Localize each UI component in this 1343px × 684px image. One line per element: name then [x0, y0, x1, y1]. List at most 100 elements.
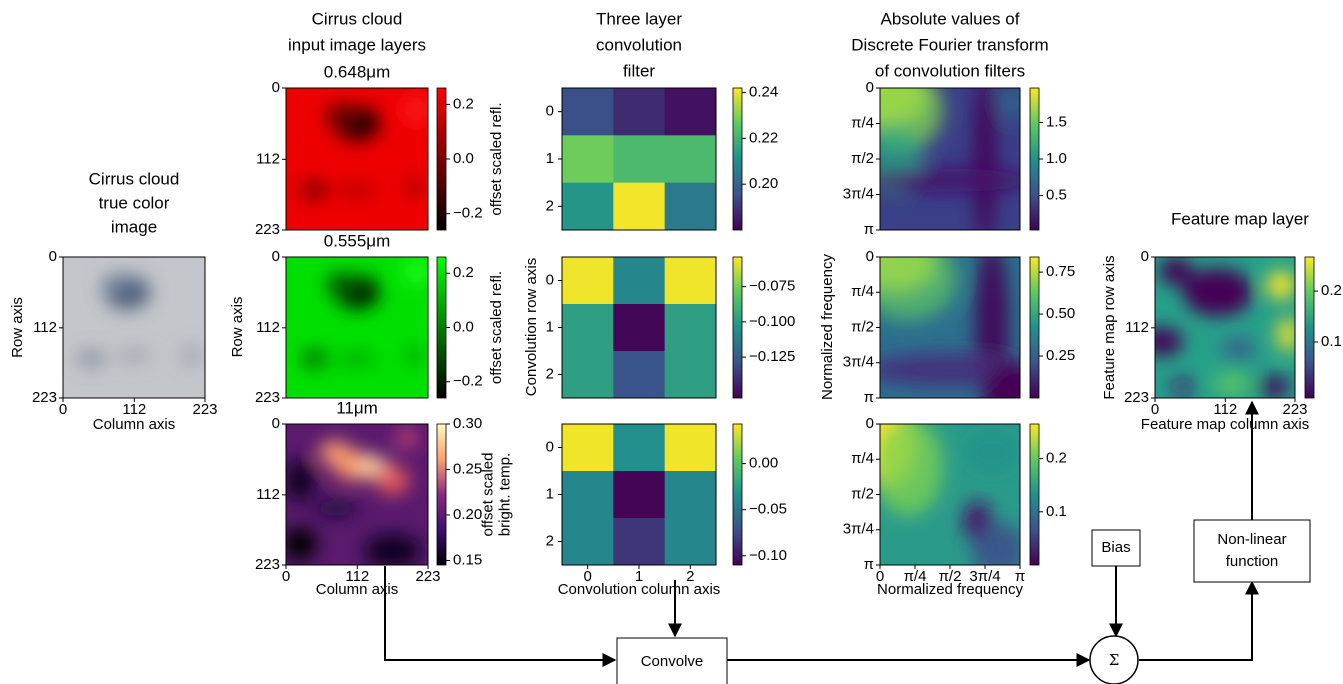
x-tick-label: 0 — [583, 568, 591, 585]
y-tick-label: 1 — [546, 318, 554, 335]
colorbar — [732, 256, 743, 399]
y-tick-label: 2 — [546, 532, 554, 549]
image-blobs — [880, 424, 1020, 565]
y-tick-label: 112 — [256, 150, 280, 167]
x-axis-label: Convolution column axis — [558, 581, 721, 598]
colorbar-tick-label: 0.24 — [749, 84, 778, 101]
x-tick-label: 223 — [1282, 401, 1307, 418]
filter-cell — [562, 257, 614, 305]
y-tick-label: 3π/4 — [843, 354, 874, 371]
blob — [325, 103, 360, 130]
image — [286, 424, 428, 565]
y-tick-label: π/4 — [851, 283, 874, 300]
panel-title: Feature map layer — [1171, 209, 1309, 228]
y-tick-label: 3π/4 — [843, 521, 874, 538]
blob — [318, 440, 353, 464]
y-tick-label: 2 — [546, 365, 554, 382]
colorbar-tick-label: 0.2 — [1321, 282, 1342, 299]
blob — [102, 273, 132, 297]
filter-cell — [613, 88, 666, 136]
blob — [1155, 327, 1183, 356]
filter-cell — [562, 518, 614, 566]
filter-cell — [613, 135, 666, 184]
y-tick-label: 0 — [866, 79, 874, 96]
y-tick-label: 112 — [256, 486, 280, 503]
blob — [880, 352, 1020, 387]
x-tick-label: 0 — [59, 401, 67, 418]
image-blobs — [286, 426, 421, 565]
blob — [364, 533, 421, 565]
nonlinear-label: function — [1226, 553, 1279, 570]
image — [1155, 257, 1295, 398]
colorbar-tick-label: 0.00 — [749, 455, 778, 472]
image-blobs — [300, 95, 428, 201]
colorbar — [1304, 256, 1315, 399]
x-tick-label: 3π/4 — [969, 568, 1000, 585]
colorbar-tick-label: 0.1 — [1046, 503, 1067, 520]
y-tick-label: 112 — [33, 319, 57, 336]
panel-title: image — [111, 217, 157, 236]
blob — [300, 180, 329, 201]
filter-cell — [613, 182, 666, 231]
blob — [314, 500, 358, 518]
x-tick-label: 0 — [282, 568, 290, 585]
y-tick-label: π/2 — [851, 318, 874, 335]
blob — [1276, 317, 1295, 352]
filter-cell — [664, 304, 717, 352]
x-tick-label: 223 — [415, 568, 440, 585]
y-tick-label: 0 — [866, 248, 874, 265]
x-tick-label: π — [1015, 568, 1025, 585]
blob — [1001, 88, 1020, 120]
bias-box — [1091, 529, 1141, 567]
colorbar-tick-label: 0.22 — [749, 129, 778, 146]
blob — [985, 362, 1020, 398]
colorbar — [732, 423, 743, 566]
x-tick-label: 0 — [1151, 401, 1159, 418]
x-axis-label: Feature map column axis — [1141, 416, 1309, 433]
blob — [405, 345, 423, 366]
blob — [116, 348, 152, 363]
colorbar-tick-label: −0.10 — [749, 547, 787, 564]
filter-cell — [562, 182, 614, 231]
y-tick-label: 0 — [49, 248, 57, 265]
colorbar-tick-label: 0.5 — [1046, 187, 1067, 204]
filter-cell — [613, 351, 666, 399]
layer-label: 0.648μm — [324, 62, 391, 81]
colorbar — [732, 87, 743, 231]
filter-cell — [613, 304, 666, 352]
y-tick-label: 0 — [546, 438, 554, 455]
colorbar-tick-label: 0.1 — [1321, 333, 1342, 350]
nonlinear-label: Non-linear — [1217, 531, 1286, 548]
filter-cell — [664, 518, 717, 566]
filter-cell — [664, 471, 717, 519]
image-blobs — [1155, 257, 1295, 398]
y-tick-label: π/2 — [851, 485, 874, 502]
colorbar-tick-label: −0.075 — [749, 278, 795, 295]
image — [63, 257, 205, 398]
panel-title: of convolution filters — [875, 61, 1025, 80]
colorbar-tick-label: 0.0 — [453, 318, 474, 335]
layer-label: 11μm — [336, 398, 378, 417]
panel-title: Cirrus cloud — [312, 9, 403, 28]
blob — [337, 351, 377, 366]
blob — [880, 424, 943, 516]
colorbar-label: offset scaled — [479, 453, 496, 537]
blob — [880, 168, 1020, 192]
y-tick-label: π/4 — [851, 450, 874, 467]
image — [286, 88, 428, 230]
y-tick-label: 0 — [1141, 248, 1149, 265]
blob — [337, 183, 377, 198]
image-blobs — [880, 257, 1020, 398]
y-axis-label: Row axis — [9, 297, 26, 358]
colorbar-label: offset scaled refl. — [488, 102, 505, 215]
image-blobs — [300, 257, 428, 369]
blob — [395, 426, 419, 450]
colorbar-tick-label: 0.15 — [453, 551, 482, 568]
layer-label: 0.555μm — [324, 231, 391, 250]
filter-cell — [613, 471, 666, 519]
filter-cell — [613, 518, 666, 566]
y-axis-label: Feature map row axis — [1101, 255, 1118, 399]
image — [880, 257, 1020, 398]
panel-title: input image layers — [288, 35, 426, 54]
x-tick-label: π/2 — [939, 568, 962, 585]
